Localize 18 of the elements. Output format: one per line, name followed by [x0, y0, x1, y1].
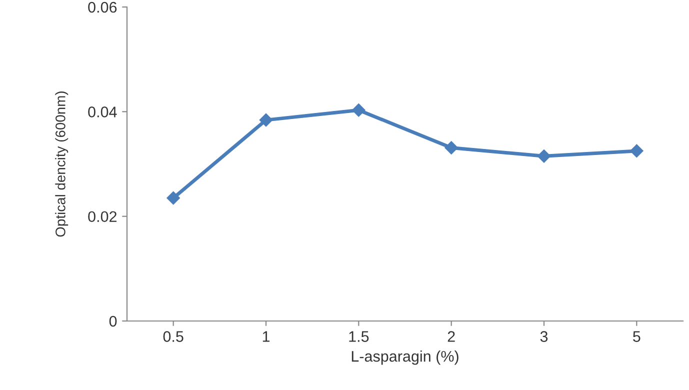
x-tick-label: 2 [448, 331, 455, 342]
point [166, 191, 180, 205]
x-tick-label: 3 [540, 331, 548, 342]
x-tick-label: 1 [262, 331, 270, 342]
y-tick-label: 0 [109, 316, 117, 327]
x-axis-title: L-asparagin (%) [352, 350, 458, 365]
point [444, 141, 458, 154]
point [630, 144, 644, 158]
point [259, 113, 273, 127]
point [537, 150, 551, 163]
y-tick-label: 0.04 [88, 106, 117, 118]
y-tick-label: 0.06 [88, 2, 117, 13]
x-tick-label: 0.5 [163, 331, 184, 342]
x-tick-label: 1.5 [349, 331, 369, 342]
point [352, 104, 366, 117]
y-tick-label: 0.02 [88, 211, 117, 222]
y-axis-title: Optical dencity (600nm) [55, 92, 68, 237]
x-tick-label: 5 [633, 331, 640, 342]
